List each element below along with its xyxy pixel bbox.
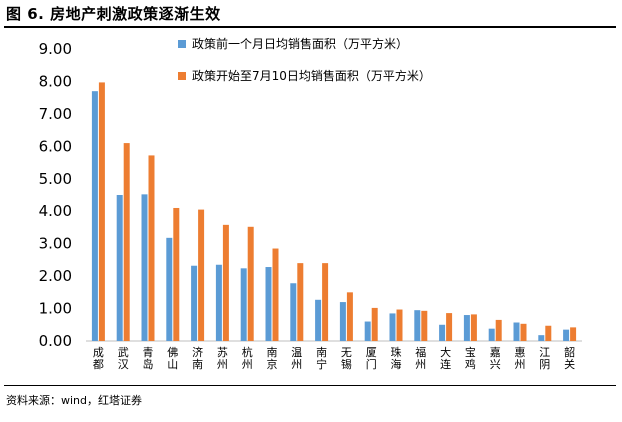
bar-after-10 bbox=[346, 292, 353, 341]
x-tick-label: 珠海 bbox=[391, 345, 402, 371]
bars bbox=[91, 82, 577, 341]
source-note: 资料来源：wind，红塔证券 bbox=[6, 394, 143, 407]
x-tick-label: 杭州 bbox=[242, 345, 253, 371]
x-tick-label: 温州 bbox=[291, 346, 302, 371]
bar-after-16 bbox=[495, 319, 502, 341]
bar-before-19 bbox=[563, 329, 570, 341]
bar-after-9 bbox=[322, 263, 329, 341]
axis-labels: 0.00 1.00 2.00 3.00 4.00 5.00 6.00 7.00 8.00 9.00… bbox=[39, 40, 576, 371]
x-tick-label: 武汉 bbox=[118, 346, 129, 371]
bar-before-17 bbox=[513, 322, 520, 341]
x-tick-label: 佛山 bbox=[167, 346, 178, 371]
bar-after-3 bbox=[173, 207, 180, 341]
bar-before-5 bbox=[215, 264, 222, 341]
y-tick-label: 2.00 bbox=[39, 267, 72, 285]
bar-after-17 bbox=[520, 323, 527, 341]
bar-after-2 bbox=[148, 155, 155, 341]
bar-after-6 bbox=[247, 226, 254, 341]
x-tick-label: 成都 bbox=[93, 346, 104, 371]
y-tick-label: 5.00 bbox=[39, 170, 72, 188]
x-tick-label: 济南 bbox=[192, 345, 203, 371]
bar-after-12 bbox=[396, 309, 403, 341]
y-tick-label: 3.00 bbox=[39, 235, 72, 253]
bar-before-4 bbox=[191, 265, 198, 341]
x-tick-label: 韶关 bbox=[564, 345, 575, 371]
bar-before-12 bbox=[389, 313, 396, 341]
x-tick-label: 江阴 bbox=[539, 346, 550, 371]
legend-label-1: 政策开始至7月10日均销售面积（万平方米） bbox=[192, 68, 431, 83]
x-tick-label: 苏州 bbox=[217, 346, 228, 371]
bar-after-11 bbox=[371, 307, 378, 341]
bar-before-1 bbox=[116, 195, 123, 341]
bar-after-7 bbox=[272, 248, 279, 341]
bar-after-0 bbox=[98, 82, 105, 341]
bar-before-15 bbox=[463, 315, 470, 341]
bar-before-3 bbox=[166, 237, 173, 341]
bar-before-13 bbox=[414, 310, 421, 341]
x-tick-label: 无锡 bbox=[341, 346, 352, 371]
bar-before-9 bbox=[315, 299, 322, 341]
x-tick-label: 南宁 bbox=[316, 346, 327, 371]
bar-after-19 bbox=[570, 327, 577, 341]
bar-after-18 bbox=[545, 325, 552, 341]
x-tick-label: 大连 bbox=[440, 345, 451, 371]
legend-swatch-1 bbox=[178, 72, 186, 80]
bar-after-5 bbox=[222, 224, 229, 341]
x-tick-label: 惠州 bbox=[515, 345, 526, 371]
legend: 政策前一个月日均销售面积（万平方米） 政策开始至7月10日均销售面积（万平方米） bbox=[178, 36, 431, 83]
y-tick-label: 1.00 bbox=[39, 300, 72, 318]
bar-after-15 bbox=[470, 314, 477, 341]
y-tick-label: 4.00 bbox=[39, 202, 72, 220]
y-tick-label: 7.00 bbox=[39, 105, 72, 123]
bar-before-7 bbox=[265, 267, 272, 341]
bar-after-4 bbox=[198, 209, 205, 341]
bar-before-10 bbox=[339, 302, 346, 341]
legend-swatch-0 bbox=[178, 40, 186, 48]
bar-before-11 bbox=[364, 321, 371, 341]
source-rule bbox=[4, 385, 616, 386]
x-tick-label: 南京 bbox=[267, 346, 278, 371]
bar-before-8 bbox=[290, 283, 297, 341]
x-tick-label: 青岛 bbox=[143, 346, 154, 371]
title-rule bbox=[4, 26, 616, 28]
y-tick-label: 6.00 bbox=[39, 137, 72, 155]
bar-after-13 bbox=[421, 310, 428, 341]
bar-after-14 bbox=[446, 313, 453, 341]
bar-before-2 bbox=[141, 194, 148, 341]
y-tick-label: 0.00 bbox=[39, 332, 72, 350]
bar-after-8 bbox=[297, 263, 304, 341]
figure-title: 图 6. 房地产刺激政策逐渐生效 bbox=[6, 5, 221, 23]
x-tick-label: 宝鸡 bbox=[465, 345, 476, 371]
y-tick-label: 9.00 bbox=[39, 40, 72, 58]
x-tick-label: 嘉兴 bbox=[490, 345, 501, 371]
legend-label-0: 政策前一个月日均销售面积（万平方米） bbox=[192, 36, 408, 51]
x-tick-label: 厦门 bbox=[366, 346, 377, 371]
x-tick-label: 福州 bbox=[415, 345, 426, 371]
y-tick-label: 8.00 bbox=[39, 72, 72, 90]
bar-before-18 bbox=[538, 335, 545, 341]
bar-before-0 bbox=[91, 91, 98, 341]
bar-before-16 bbox=[488, 328, 495, 341]
bar-after-1 bbox=[123, 143, 130, 341]
bar-before-6 bbox=[240, 268, 247, 341]
bar-before-14 bbox=[439, 324, 446, 341]
